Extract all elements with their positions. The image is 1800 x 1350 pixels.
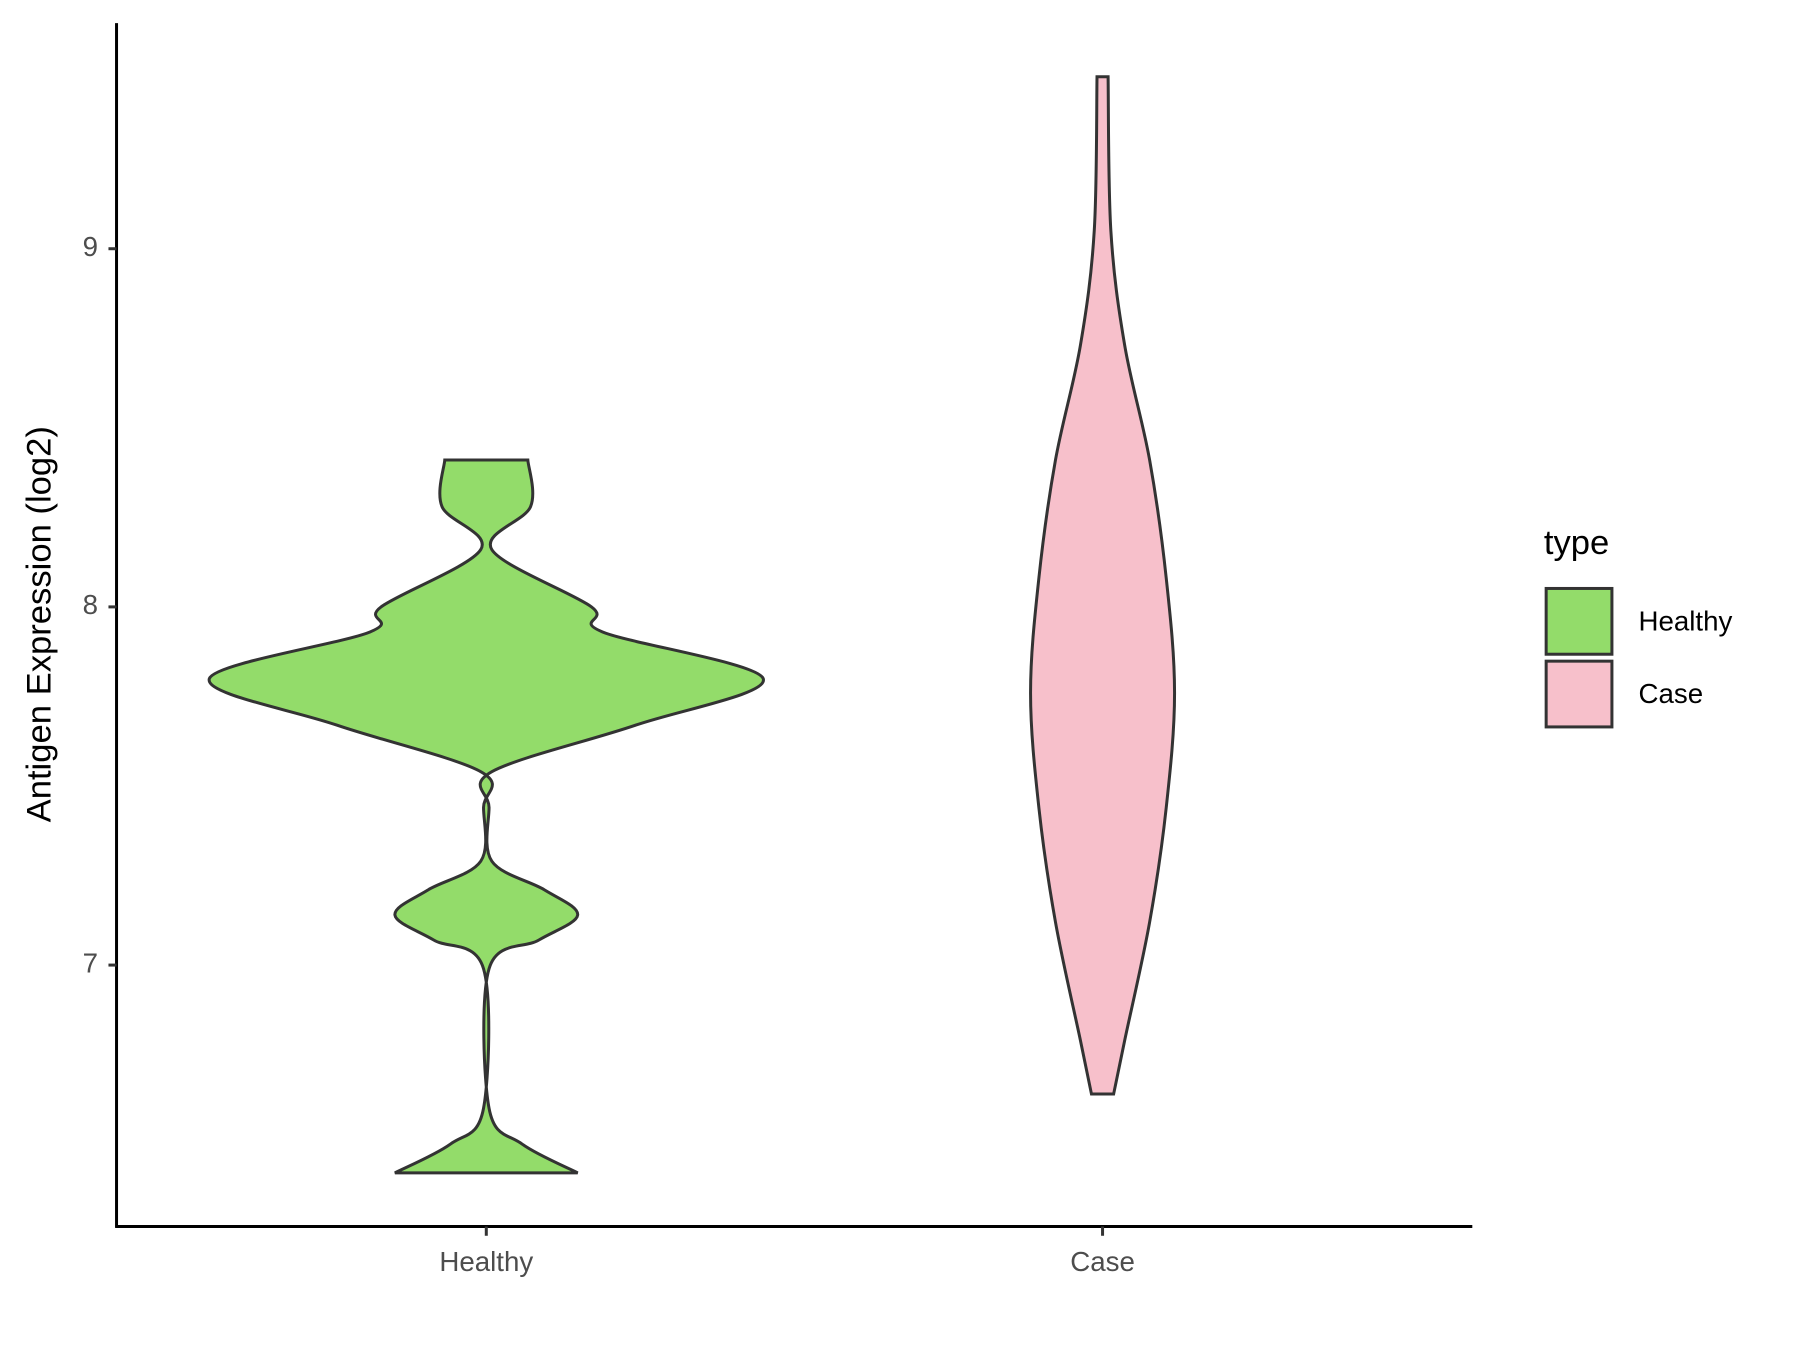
x-tick-label: Healthy: [439, 1246, 533, 1277]
y-tick-label: 8: [83, 589, 98, 620]
y-axis-label: Antigen Expression (log2): [21, 426, 59, 822]
legend-label: Case: [1638, 678, 1703, 709]
y-tick-label: 7: [83, 947, 98, 978]
legend-label: Healthy: [1638, 605, 1732, 636]
y-tick-label: 9: [83, 231, 98, 262]
violin: [1029, 75, 1177, 1096]
legend-key: [1544, 586, 1614, 656]
legend-key: [1544, 659, 1614, 729]
legend-title: type: [1544, 524, 1609, 562]
x-tick-label: Case: [1070, 1246, 1135, 1277]
violin: [207, 458, 765, 1175]
